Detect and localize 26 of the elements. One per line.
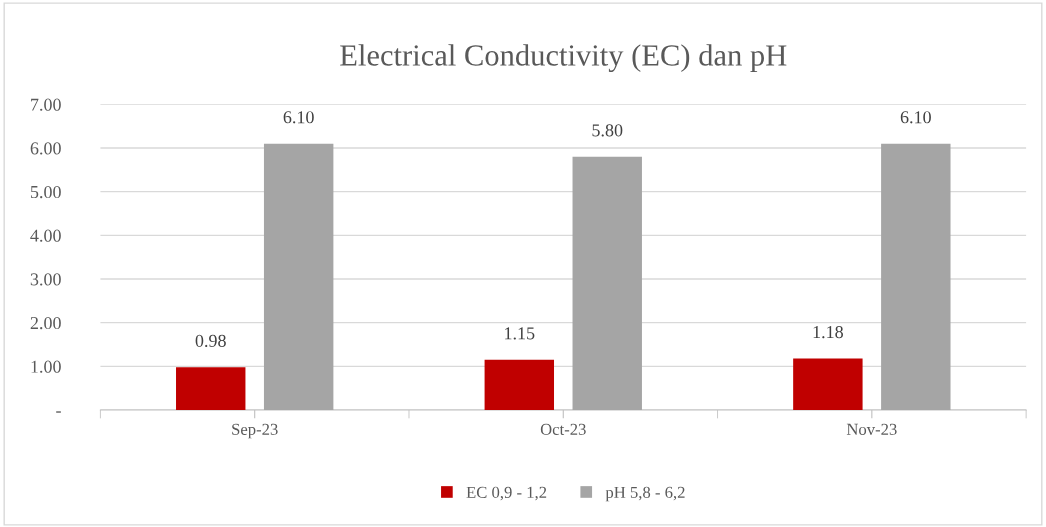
- y-tick-label: 4.00: [30, 229, 61, 242]
- y-tick-label: 5.00: [30, 185, 61, 199]
- data-label: 1.18: [813, 325, 843, 339]
- legend-label: EC 0,9 - 1,2: [466, 486, 547, 501]
- x-tick-label: Sep-23: [232, 423, 278, 439]
- y-tick-label: 7.00: [31, 98, 61, 111]
- data-label: 6.10: [900, 111, 931, 124]
- bar: [176, 367, 246, 411]
- legend-label: pH 5,8 - 6,2: [605, 486, 685, 502]
- data-label: 0.98: [195, 334, 226, 347]
- data-label: 6.10: [283, 111, 314, 124]
- y-tick-label: 2.00: [30, 316, 61, 330]
- bar: [263, 143, 334, 411]
- y-tick-label: 3.00: [30, 273, 61, 286]
- y-tick-label: 1.00: [31, 360, 61, 373]
- bar: [793, 358, 863, 411]
- y-tick-label: 6.00: [30, 142, 61, 155]
- x-tick-label: Nov-23: [846, 423, 897, 435]
- chart-title: Electrical Conductivity (EC) dan pH: [340, 44, 787, 73]
- bar: [881, 143, 951, 411]
- x-tick-label: Oct-23: [540, 423, 586, 435]
- y-tick-label: -: [56, 411, 61, 413]
- data-label: 1.15: [505, 327, 535, 340]
- bar: [572, 156, 642, 411]
- data-label: 5.80: [592, 124, 623, 137]
- bar: [484, 359, 555, 411]
